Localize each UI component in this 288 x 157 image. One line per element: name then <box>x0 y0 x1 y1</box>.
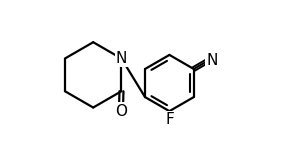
Text: O: O <box>115 104 127 119</box>
Text: N: N <box>116 51 127 66</box>
Text: N: N <box>206 53 218 68</box>
Text: F: F <box>165 112 174 127</box>
